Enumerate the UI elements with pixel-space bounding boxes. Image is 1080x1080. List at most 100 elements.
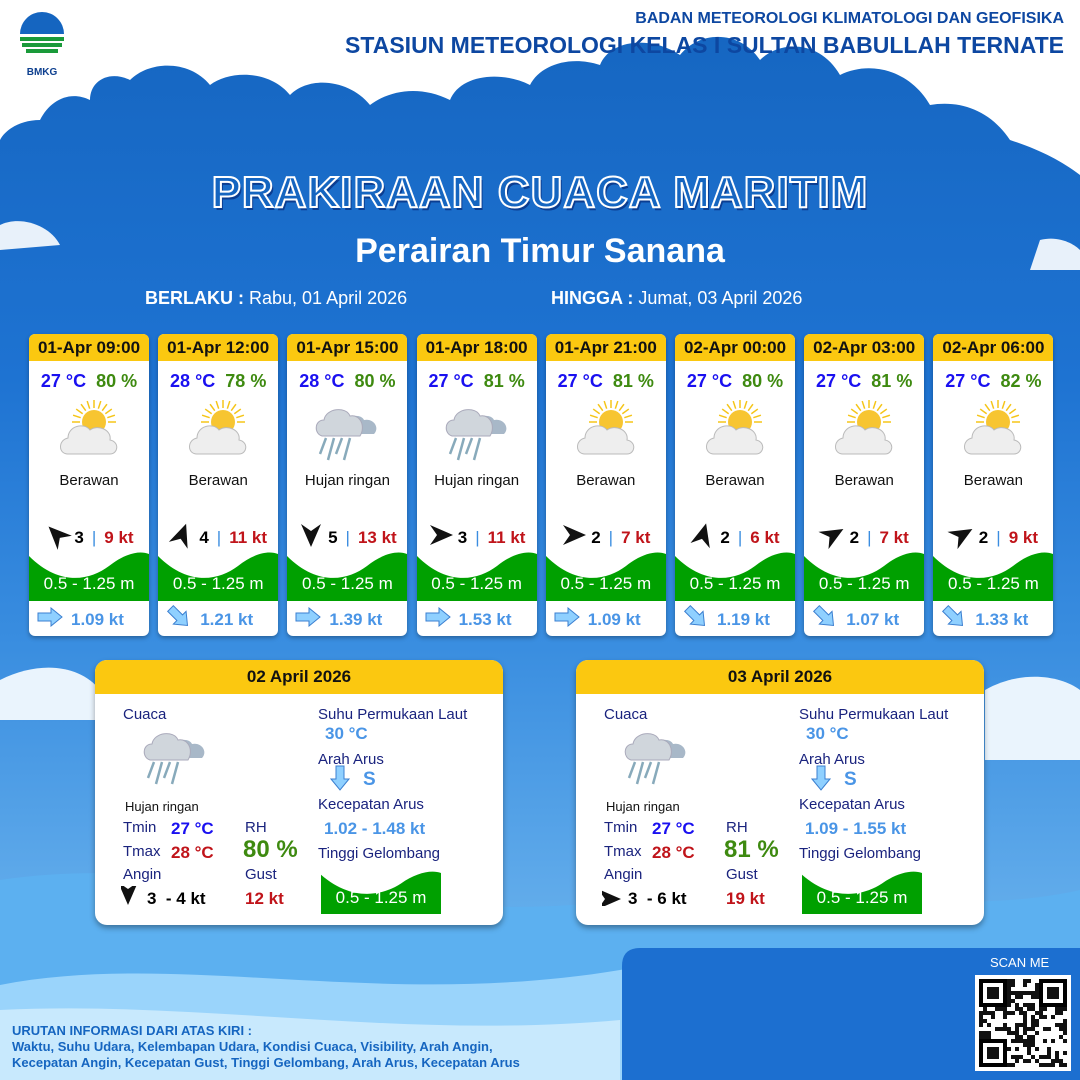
current-direction-arrow-icon — [683, 604, 709, 632]
air-temperature: 27 °C — [40, 371, 87, 391]
weather-condition: Berawan — [963, 472, 1023, 489]
air-temperature: 27 °C — [686, 371, 733, 391]
wave-height: 0.5 - 1.25 m — [948, 574, 1039, 593]
wind-direction-arrow-icon — [118, 882, 141, 911]
humidity: 80 % — [742, 371, 784, 391]
partly-cloudy-icon — [183, 400, 253, 462]
current-speed-range: 1.02 - 1.48 kt — [324, 819, 426, 838]
humidity: 78 % — [225, 371, 267, 391]
gust-speed: 11 kt — [487, 527, 526, 547]
current-direction-arrow-icon — [808, 765, 834, 793]
current-direction-label: Arah Arus — [318, 751, 384, 768]
current-speed-label: Kecepatan Arus — [318, 796, 424, 813]
wave-height-value: 0.5 - 1.25 m — [816, 888, 908, 907]
current-direction-arrow-icon — [554, 606, 580, 632]
forecast-card: 02-Apr 03:00 27 °C 81 % Berawan 2 | 7 kt 0… — [804, 334, 925, 636]
tmin-label: Tmin — [604, 819, 638, 836]
light-rain-icon — [312, 400, 382, 462]
air-temperature: 27 °C — [816, 371, 862, 391]
wave-graphic — [321, 866, 441, 919]
footer-heading: URUTAN INFORMASI DARI ATAS KIRI : — [12, 1023, 252, 1038]
wave-graphic — [804, 546, 925, 601]
tmax-value: 28 °C — [171, 843, 214, 862]
wave-graphic — [416, 546, 537, 601]
current-direction-value: S — [844, 769, 857, 790]
tmax-label: Tmax — [123, 843, 161, 860]
partly-cloudy-icon — [958, 400, 1028, 462]
gust-speed: 7 kt — [621, 527, 651, 547]
current-speed: 1.39 kt — [329, 609, 383, 629]
page-title: PRAKIRAAN CUACA MARITIM — [211, 167, 869, 218]
partly-cloudy-icon — [54, 400, 124, 462]
wind-range: 3 - 6 kt — [628, 888, 687, 908]
wind-direction-arrow-icon — [947, 522, 975, 553]
summary-date: 03 April 2026 — [576, 660, 984, 694]
sst-value: 30 °C — [325, 724, 368, 743]
current-direction-label: Arah Arus — [799, 751, 865, 768]
humidity: 81 % — [483, 371, 525, 391]
forecast-time: 01-Apr 09:00 — [29, 334, 149, 361]
wind-label: Angin — [604, 866, 643, 883]
current-speed: 1.53 kt — [458, 609, 512, 629]
tmin-value: 27 °C — [652, 819, 695, 838]
forecast-card: 01-Apr 18:00 27 °C 81 % Hujan ringan 3 | 1… — [416, 334, 537, 636]
current-speed: 1.09 kt — [587, 609, 641, 629]
rh-value: 81 % — [724, 836, 779, 863]
weather-condition: Berawan — [576, 472, 636, 489]
wave-height: 0.5 - 1.25 m — [560, 574, 652, 593]
valid-from-label: BERLAKU : — [145, 288, 244, 308]
forecast-card: 01-Apr 09:00 27 °C 80 % Berawan 3 | 9 kt 0… — [29, 334, 149, 636]
tmin-label: Tmin — [123, 819, 157, 836]
wave-graphic — [158, 546, 279, 601]
partly-cloudy-icon — [571, 400, 641, 462]
valid-from: BERLAKU : Rabu, 01 April 2026 — [145, 288, 407, 309]
forecast-time: 02-Apr 00:00 — [675, 334, 795, 361]
tmax-label: Tmax — [604, 843, 642, 860]
air-temperature: 27 °C — [945, 371, 991, 391]
footer-line-2: Kecepatan Angin, Kecepatan Gust, Tinggi … — [12, 1055, 520, 1070]
gust-speed: 11 kt — [229, 527, 268, 547]
forecast-time: 01-Apr 15:00 — [287, 334, 408, 361]
rh-label: RH — [245, 819, 267, 836]
weather-label: Cuaca — [604, 706, 648, 723]
wave-graphic — [802, 866, 922, 919]
gust-speed: 6 kt — [750, 527, 780, 547]
wave-height-label: Tinggi Gelombang — [799, 845, 922, 862]
gust-label: Gust — [245, 866, 277, 883]
current-speed: 1.21 kt — [200, 609, 254, 629]
tmax-value: 28 °C — [652, 843, 695, 862]
gust-speed: 7 kt — [879, 527, 909, 547]
wave-graphic — [933, 546, 1054, 601]
forecast-card: 02-Apr 00:00 27 °C 80 % Berawan 2 | 6 kt 0… — [675, 334, 795, 636]
wind-direction-arrow-icon — [298, 522, 324, 553]
humidity: 80 % — [354, 371, 396, 391]
weather-condition: Berawan — [705, 472, 765, 489]
light-rain-icon — [140, 724, 210, 791]
partly-cloudy-icon — [700, 400, 770, 462]
humidity: 82 % — [1000, 371, 1042, 391]
current-direction-arrow-icon — [941, 604, 967, 632]
qr-code[interactable] — [975, 975, 1071, 1071]
forecast-time: 02-Apr 03:00 — [804, 334, 925, 361]
wind-speed: 2 — [978, 527, 989, 547]
wind-direction-arrow-icon — [690, 522, 716, 553]
wind-label: Angin — [123, 866, 162, 883]
org-name: BADAN METEOROLOGI KLIMATOLOGI DAN GEOFIS… — [635, 10, 1064, 27]
summary-date: 02 April 2026 — [95, 660, 503, 694]
valid-to-label: HINGGA : — [551, 288, 634, 308]
current-direction-arrow-icon — [812, 604, 838, 632]
wave-graphic — [287, 546, 408, 601]
current-direction-arrow-icon — [327, 765, 353, 793]
scan-me-label: SCAN ME — [990, 955, 1050, 970]
weather-condition: Hujan ringan — [434, 472, 520, 489]
sst-value: 30 °C — [806, 724, 849, 743]
gust-value: 12 kt — [245, 889, 284, 908]
gust-speed: 13 kt — [357, 527, 397, 547]
gust-speed: 9 kt — [104, 527, 134, 547]
wave-height: 0.5 - 1.25 m — [431, 574, 522, 593]
weather-condition: Berawan — [834, 472, 894, 489]
gust-speed: 9 kt — [1008, 527, 1038, 547]
current-direction-arrow-icon — [37, 606, 63, 632]
wind-direction-arrow-icon — [428, 522, 454, 553]
summary-condition: Hujan ringan — [606, 799, 680, 814]
